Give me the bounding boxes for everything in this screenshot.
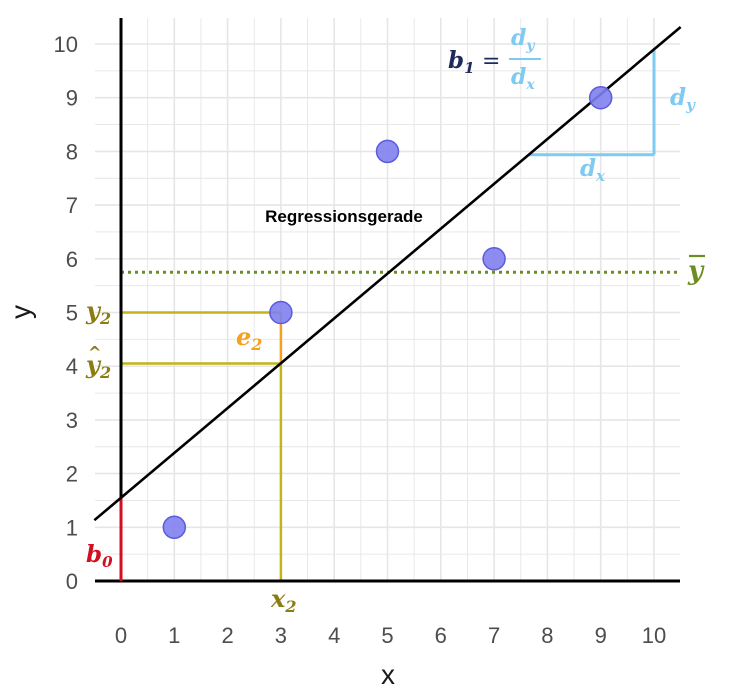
regression-line-group <box>93 25 682 522</box>
b1-label: b1 <box>448 47 475 77</box>
b1-denominator: dx <box>511 64 535 93</box>
b1-equals: = <box>482 49 500 74</box>
x-tick-label: 3 <box>275 623 287 648</box>
x-tick-label: 7 <box>488 623 500 648</box>
y-tick-label: 9 <box>66 86 78 111</box>
data-point <box>375 139 400 164</box>
x-tick-label: 2 <box>221 623 233 648</box>
y2-label: y2 <box>85 296 111 328</box>
data-points <box>162 85 613 540</box>
b0-label: b0 <box>86 541 113 571</box>
y-tick-label: 0 <box>66 569 78 594</box>
x-tick-label: 8 <box>541 623 553 648</box>
data-point <box>588 85 613 110</box>
data-point <box>269 300 293 325</box>
axis-lines <box>95 18 680 583</box>
dx-label: dx <box>580 155 606 185</box>
y-tick-label: 4 <box>66 354 78 379</box>
yhat2-label: y2 <box>85 350 111 382</box>
y-tick-label: 3 <box>66 408 78 433</box>
dy-label: dy <box>670 84 696 114</box>
residual-label: e2 <box>236 322 262 354</box>
x-tick-label: 0 <box>115 623 127 648</box>
y-tick-label: 5 <box>66 301 78 326</box>
y-tick-label: 7 <box>66 193 78 218</box>
data-point <box>162 515 187 540</box>
guide-lines <box>121 49 680 581</box>
y-tick-label: 8 <box>66 139 78 164</box>
x-axis-title: x <box>381 659 395 690</box>
mean-y-label: y <box>687 256 705 286</box>
regression-label: Regressionsgerade <box>265 207 423 226</box>
x-tick-label: 5 <box>381 623 393 648</box>
y-tick-label: 10 <box>54 32 78 57</box>
tick-labels: 0 1 2 3 4 5 6 7 8 9 10 0 1 2 3 4 5 6 7 8 9 10 <box>54 32 667 648</box>
x-tick-label: 1 <box>168 623 180 648</box>
regression-line <box>93 25 682 522</box>
yhat2-hat: ^ <box>88 343 101 362</box>
data-point <box>482 247 506 271</box>
x-tick-label: 9 <box>595 623 607 648</box>
x-tick-label: 6 <box>435 623 447 648</box>
x-tick-label: 4 <box>328 623 340 648</box>
slope-formula: b1 = dy dx <box>448 25 541 93</box>
y-tick-label: 6 <box>66 247 78 272</box>
y-axis-title: y <box>5 305 36 319</box>
y-tick-label: 2 <box>66 462 78 487</box>
grid <box>95 18 680 582</box>
y-tick-label: 1 <box>66 515 78 540</box>
x-tick-label: 10 <box>642 623 666 648</box>
b1-numerator: dy <box>511 25 535 54</box>
x2-label: x2 <box>270 584 296 616</box>
